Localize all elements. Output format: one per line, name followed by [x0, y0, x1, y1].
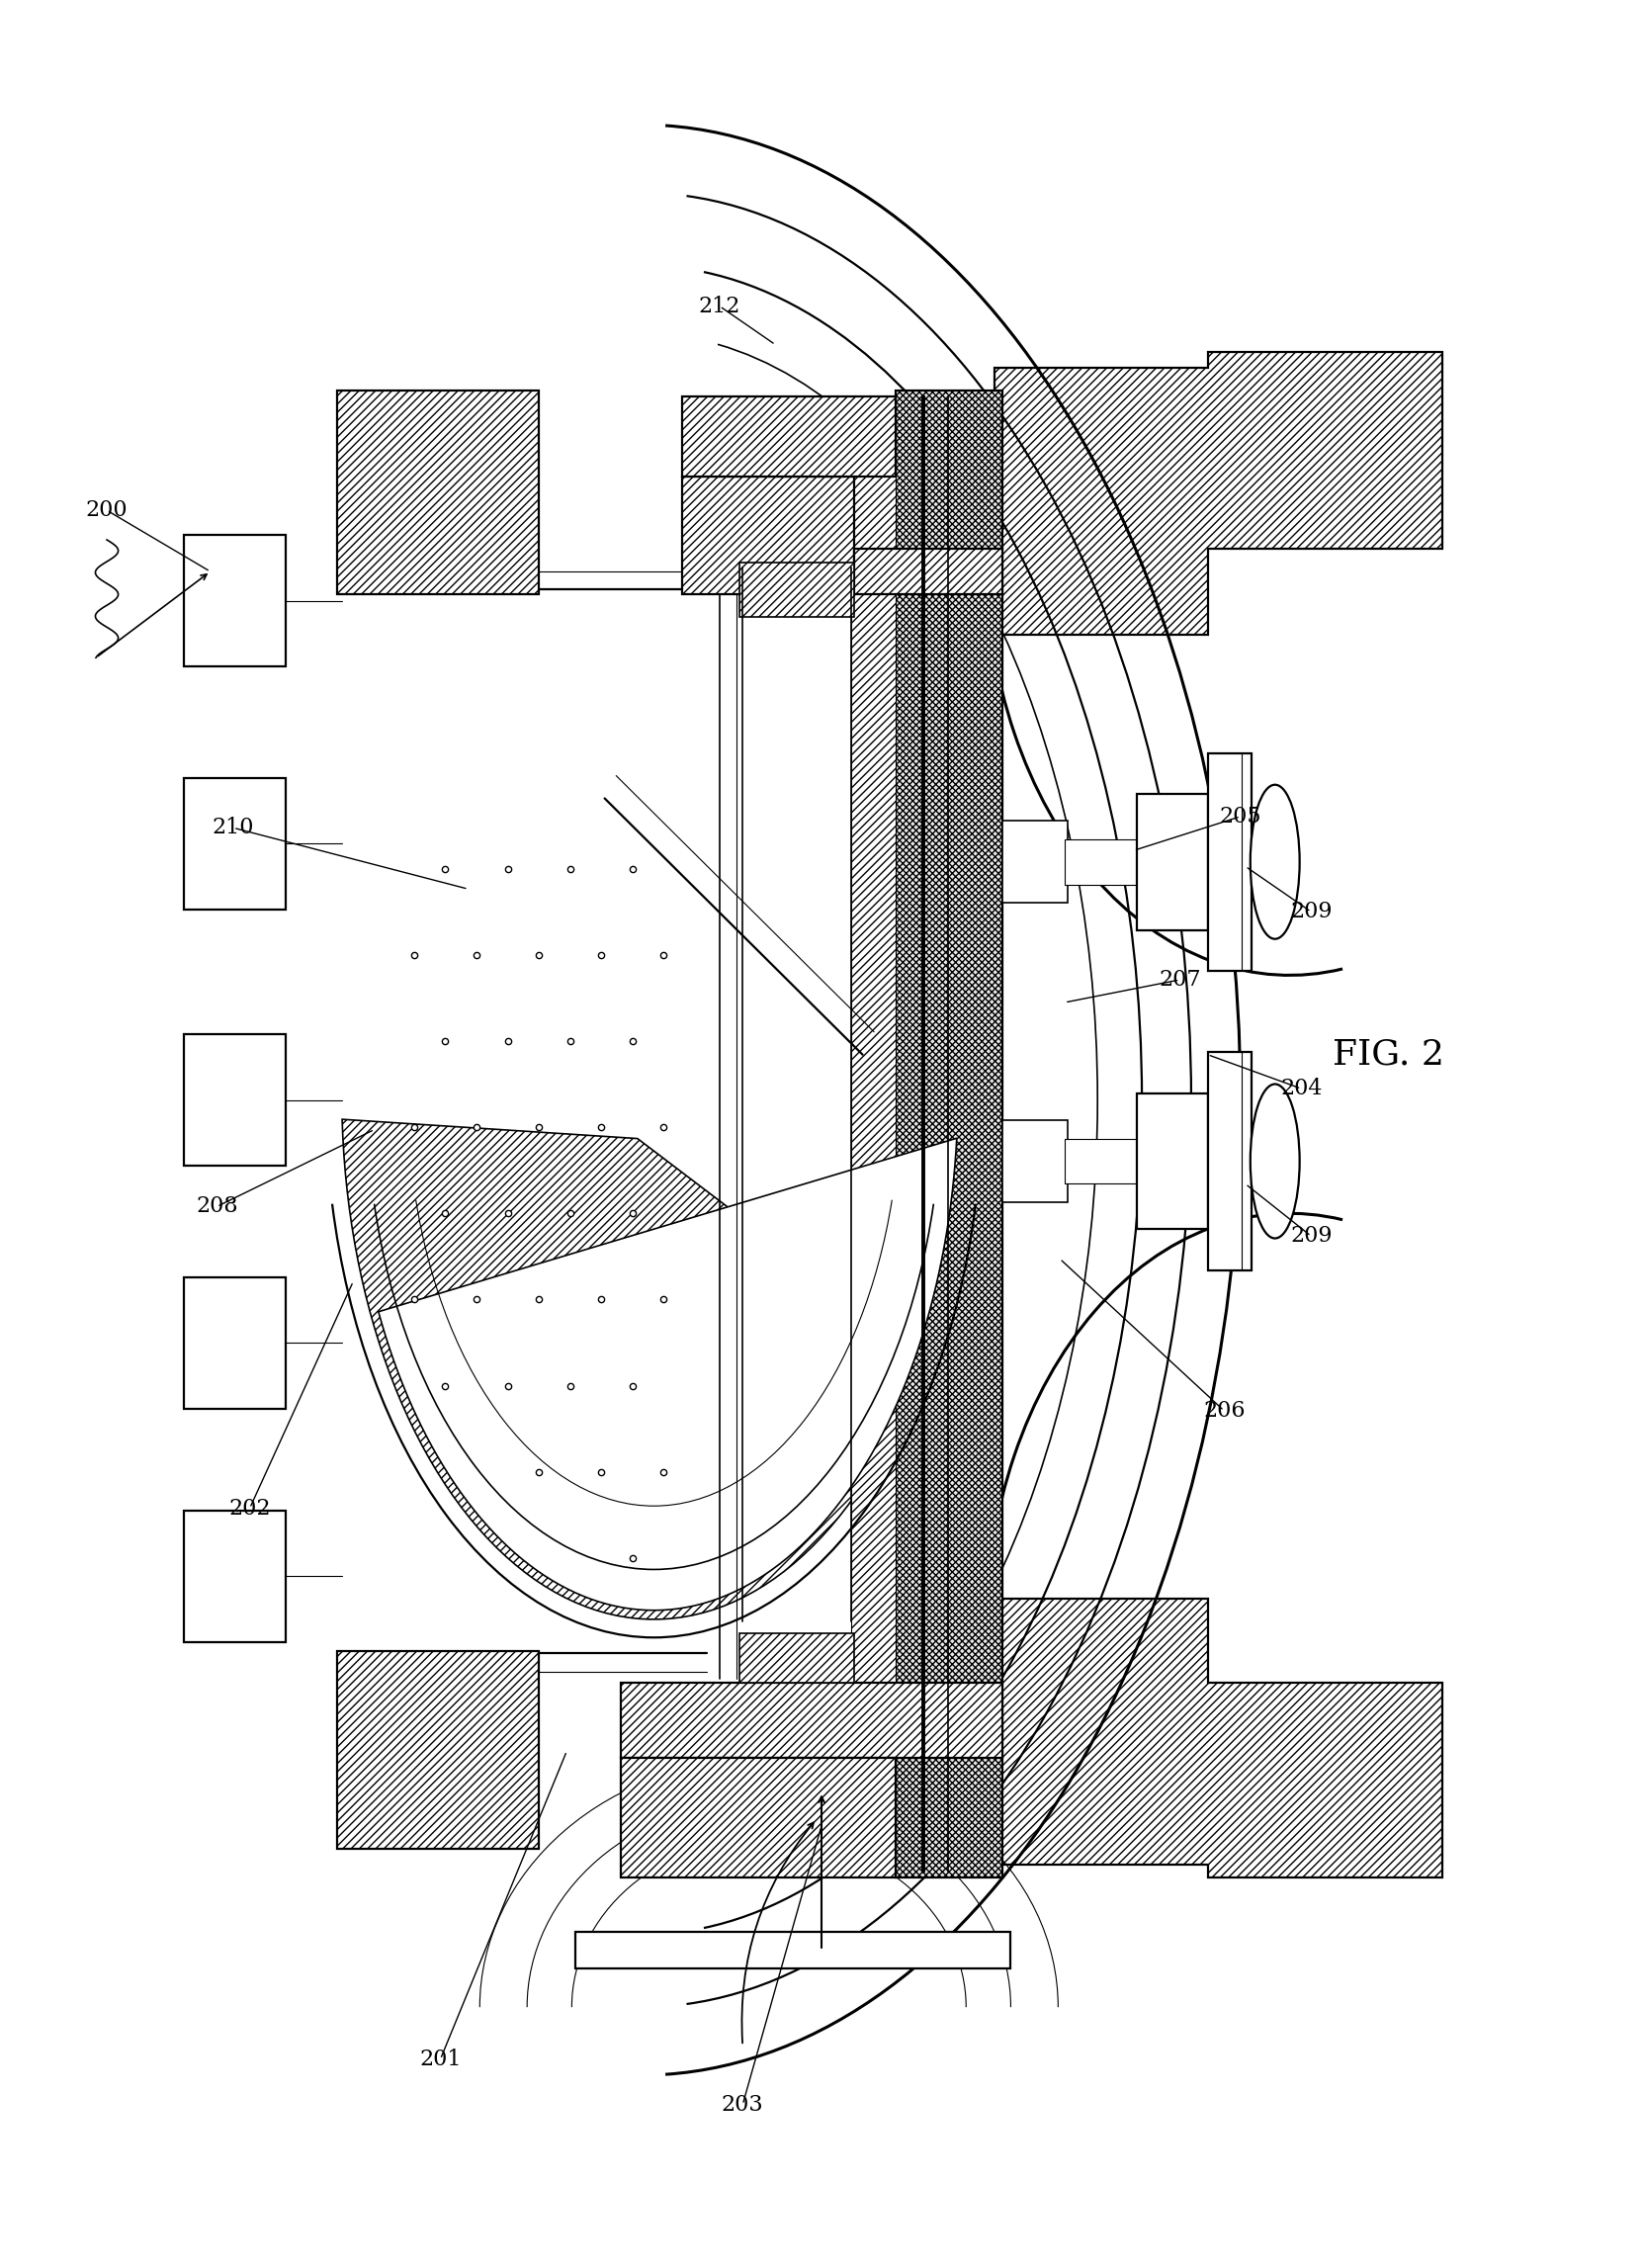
Text: 210: 210: [212, 816, 255, 839]
Polygon shape: [337, 1651, 539, 1848]
Polygon shape: [575, 1932, 1010, 1969]
Polygon shape: [184, 1277, 286, 1408]
Text: 209: 209: [1290, 1225, 1332, 1247]
Polygon shape: [337, 390, 539, 594]
Text: 201: 201: [419, 2048, 462, 2071]
Text: 204: 204: [1280, 1077, 1323, 1100]
Ellipse shape: [1250, 1084, 1300, 1238]
Polygon shape: [851, 408, 895, 1860]
Polygon shape: [1065, 1139, 1147, 1184]
Polygon shape: [342, 1120, 925, 1619]
Polygon shape: [1002, 1120, 1068, 1202]
Polygon shape: [378, 1139, 956, 1610]
Polygon shape: [621, 1758, 895, 1878]
Text: 208: 208: [196, 1195, 238, 1218]
Polygon shape: [739, 1633, 854, 1683]
Text: 212: 212: [698, 295, 741, 318]
Polygon shape: [184, 1510, 286, 1642]
Polygon shape: [1137, 794, 1208, 930]
Text: 207: 207: [1158, 968, 1201, 991]
Polygon shape: [184, 535, 286, 667]
Polygon shape: [682, 397, 895, 476]
Text: 206: 206: [1203, 1399, 1245, 1422]
Polygon shape: [1208, 753, 1252, 971]
Polygon shape: [621, 1683, 1002, 1758]
Text: 209: 209: [1290, 900, 1332, 923]
Polygon shape: [994, 352, 1443, 635]
Text: 202: 202: [228, 1497, 271, 1520]
Text: 200: 200: [85, 499, 128, 522]
Polygon shape: [1137, 1093, 1208, 1229]
Polygon shape: [1065, 839, 1147, 885]
Text: 203: 203: [721, 2093, 764, 2116]
Polygon shape: [184, 778, 286, 909]
Polygon shape: [682, 476, 854, 594]
Ellipse shape: [1250, 785, 1300, 939]
Polygon shape: [1002, 821, 1068, 903]
Text: FIG. 2: FIG. 2: [1332, 1039, 1444, 1070]
Polygon shape: [739, 562, 854, 617]
Polygon shape: [895, 390, 1002, 1878]
Polygon shape: [184, 1034, 286, 1166]
Text: 205: 205: [1219, 805, 1262, 828]
Polygon shape: [994, 1599, 1443, 1878]
Polygon shape: [854, 549, 1002, 594]
Polygon shape: [1208, 1052, 1252, 1270]
